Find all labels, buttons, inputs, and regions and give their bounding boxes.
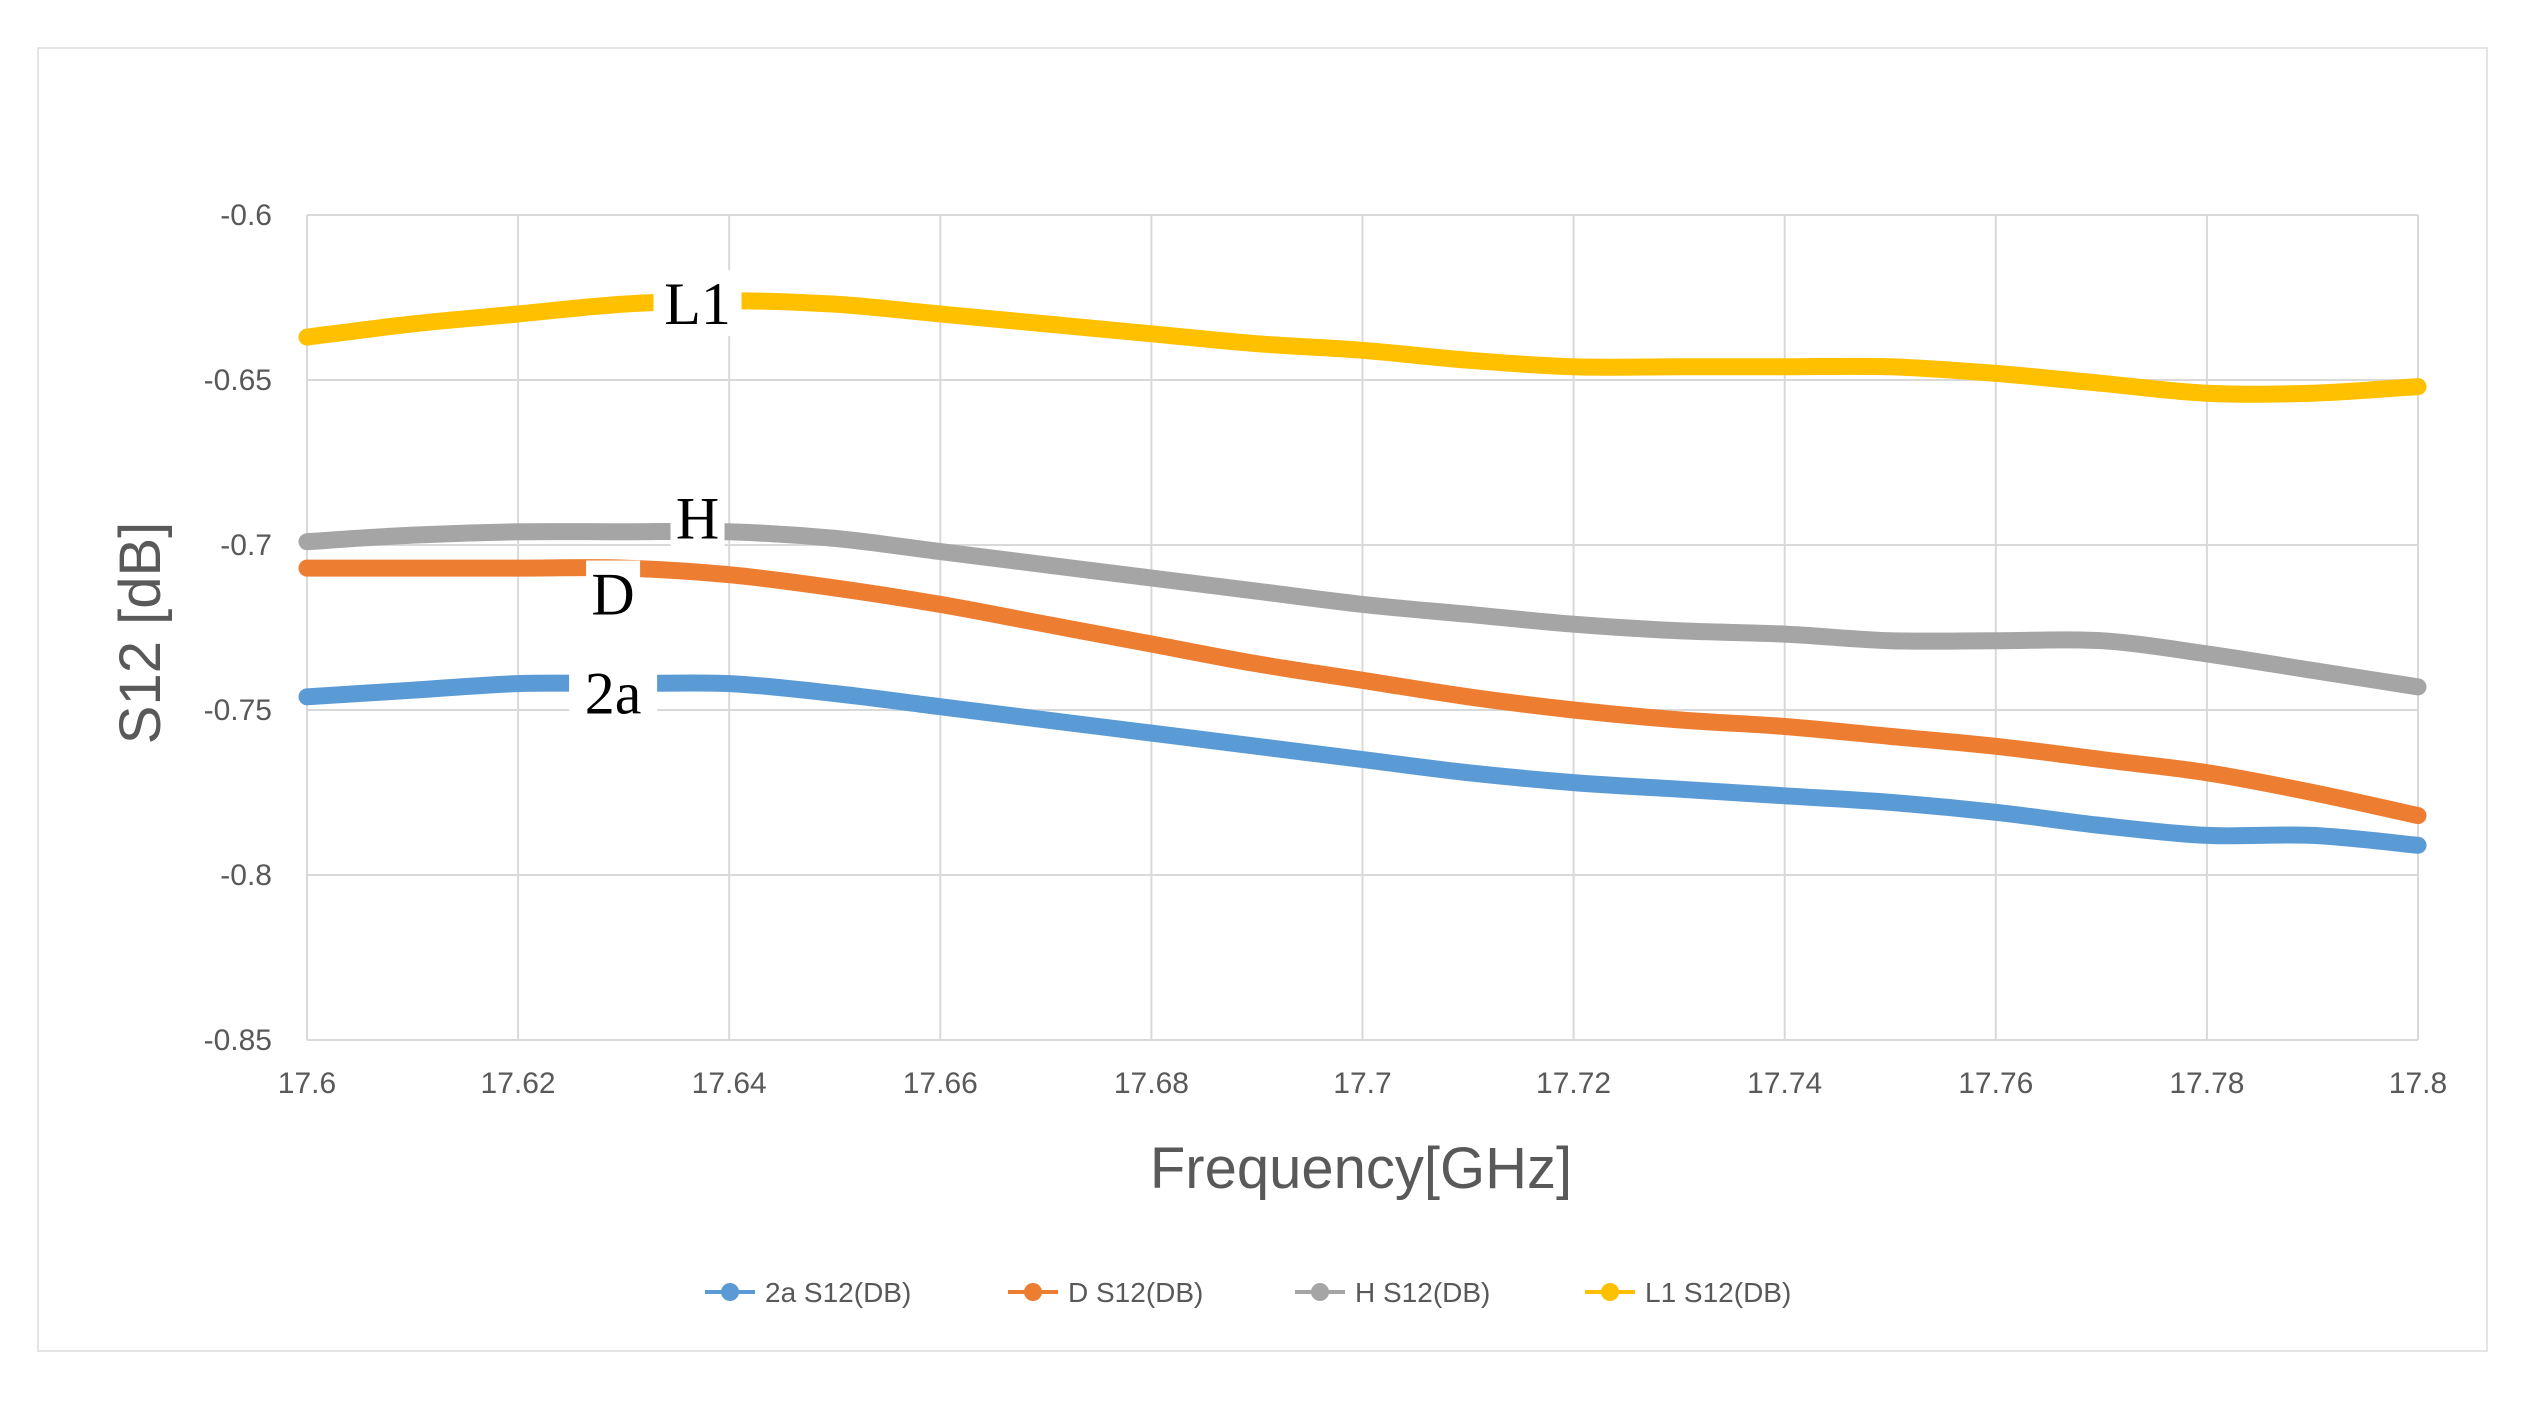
- y-tick-label: -0.75: [204, 694, 272, 727]
- x-tick-label: 17.7: [1333, 1067, 1391, 1100]
- x-tick-label: 17.76: [1958, 1067, 2033, 1100]
- x-tick-label: 17.68: [1114, 1067, 1189, 1100]
- y-tick-label: -0.6: [220, 199, 272, 232]
- x-tick-label: 17.72: [1536, 1067, 1611, 1100]
- series-annotation-label: H: [676, 486, 719, 552]
- y-tick-label: -0.65: [204, 364, 272, 397]
- annotation-background: [653, 270, 742, 337]
- series-line-h: [298, 522, 2427, 696]
- gridlines: [306, 214, 2419, 1041]
- annotation-background: [670, 484, 725, 551]
- x-tick-label: 17.64: [692, 1067, 767, 1100]
- legend-point-marker: [1311, 1283, 1329, 1301]
- legend-entry-label: L1 S12(DB): [1645, 1277, 1791, 1308]
- x-axis-title: Frequency[GHz]: [1150, 1136, 1572, 1201]
- legend: 2a S12(DB) D S12(DB) H S12(DB) L1 S12(DB): [705, 1277, 1791, 1308]
- annotation-background: [586, 560, 641, 627]
- x-tick-label: 17.62: [481, 1067, 556, 1100]
- series-annotation-label: L1: [664, 271, 731, 337]
- legend-point-marker: [1601, 1283, 1619, 1301]
- x-axis-ticks: 17.6 17.62 17.64 17.66 17.68 17.7 17.72 17.74 17…: [278, 1067, 2447, 1100]
- legend-entry-label: 2a S12(DB): [765, 1277, 911, 1308]
- series-annotation-label: 2a: [585, 661, 642, 727]
- x-tick-label: 17.8: [2389, 1067, 2447, 1100]
- series-annotation-label: D: [591, 562, 634, 628]
- y-axis-title: S12 [dB]: [108, 522, 173, 744]
- legend-entry-label: D S12(DB): [1068, 1277, 1203, 1308]
- annotation-background: [569, 659, 658, 726]
- series-line-d: [298, 559, 2427, 825]
- legend-point-marker: [721, 1283, 739, 1301]
- x-tick-label: 17.74: [1747, 1067, 1822, 1100]
- chart-frame: [37, 47, 2488, 1352]
- x-tick-label: 17.78: [2169, 1067, 2244, 1100]
- y-tick-label: -0.8: [220, 859, 272, 892]
- y-tick-label: -0.85: [204, 1024, 272, 1057]
- legend-point-marker: [1024, 1283, 1042, 1301]
- y-axis-ticks: -0.6 -0.65 -0.7 -0.75 -0.8 -0.85: [204, 199, 272, 1057]
- y-tick-label: -0.7: [220, 529, 272, 562]
- x-tick-label: 17.66: [903, 1067, 978, 1100]
- series-annotations: L1 HD 2a: [569, 270, 742, 727]
- x-tick-label: 17.6: [278, 1067, 336, 1100]
- legend-entry-label: H S12(DB): [1355, 1277, 1490, 1308]
